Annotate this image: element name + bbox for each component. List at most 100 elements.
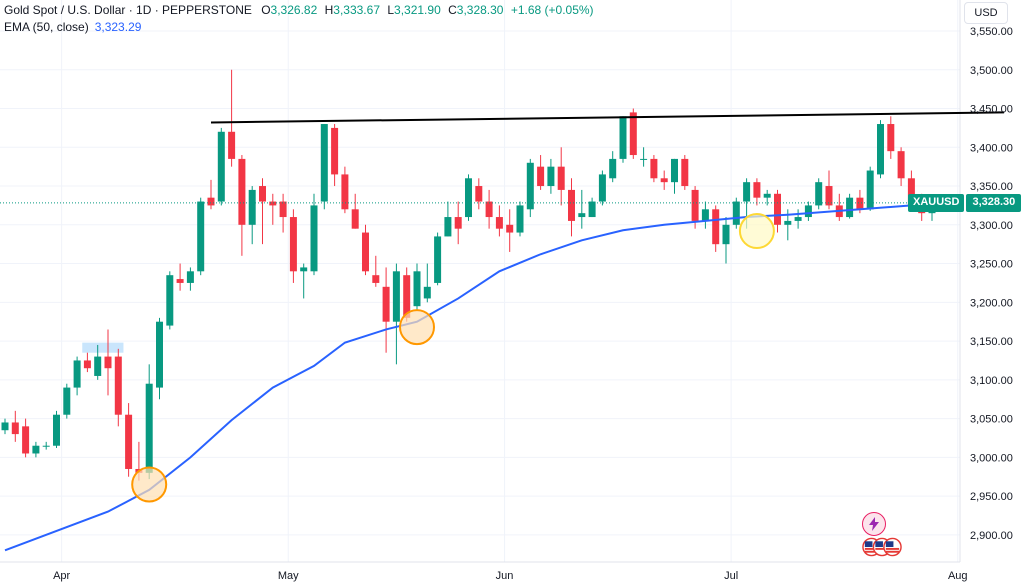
candle-body: [32, 445, 40, 454]
ema-line-group: [4, 204, 953, 552]
annotation-circle: [399, 309, 435, 346]
highlight-box: [82, 342, 124, 353]
candle-body: [516, 205, 524, 233]
price-tick-label: 3,350.00: [970, 181, 1013, 193]
candle-body: [454, 217, 462, 229]
lightning-icon[interactable]: [862, 512, 886, 536]
candle-body: [784, 220, 792, 225]
candle-body: [660, 178, 668, 183]
candle-body: [866, 170, 874, 210]
candle-body: [382, 286, 390, 322]
annotation-circle: [131, 466, 168, 503]
candle-body: [331, 127, 339, 175]
open-value: 3,326.82: [270, 3, 318, 17]
candle-body: [897, 151, 905, 179]
candle-body: [485, 201, 493, 218]
candle-body: [125, 414, 133, 469]
candle-body: [63, 387, 71, 415]
candle-body: [114, 356, 122, 415]
candle-body: [619, 116, 627, 159]
change-value: +1.68 (+0.05%): [510, 3, 594, 17]
price-tick-label: 3,100.00: [970, 375, 1013, 387]
candle-body: [495, 217, 503, 229]
candle-body: [475, 186, 483, 202]
time-tick-label: Aug: [948, 570, 968, 582]
candle-body: [568, 189, 575, 221]
candle-body: [279, 201, 287, 218]
candle-body: [259, 186, 266, 202]
candle-body: [22, 426, 30, 454]
high-label: H: [324, 3, 334, 17]
ohlc-legend: Gold Spot / U.S. Dollar · 1D · PEPPERSTO…: [4, 3, 598, 17]
open-label: O: [261, 3, 271, 17]
candle-body: [104, 356, 112, 369]
candle-body: [815, 182, 823, 206]
price-tick-label: 2,900.00: [970, 530, 1013, 542]
candle-body: [887, 124, 895, 152]
time-tick-label: Apr: [53, 570, 70, 582]
candle-body: [310, 205, 318, 272]
candle-body: [444, 217, 452, 237]
candle-body: [650, 158, 658, 179]
candle-body: [856, 197, 864, 210]
candle-body: [156, 321, 163, 388]
candle-body: [73, 360, 81, 388]
candle-body: [83, 360, 91, 369]
time-tick-label: Jun: [496, 570, 514, 582]
candle-body: [362, 232, 369, 272]
price-tick-label: 3,550.00: [970, 26, 1013, 38]
price-tick-label: 2,950.00: [970, 491, 1013, 503]
candle-body: [598, 174, 606, 202]
price-tick-label: 3,250.00: [970, 259, 1013, 271]
candle-body: [207, 197, 215, 206]
us-flag-events-icon[interactable]: [862, 537, 902, 557]
candle-body: [712, 209, 720, 245]
price-tick-label: 3,300.00: [970, 220, 1013, 232]
candle-body: [578, 213, 586, 218]
candle-body: [681, 158, 689, 187]
ema-label: EMA (50, close): [4, 20, 89, 34]
time-axis: Apr May Jun Jul Aug: [53, 570, 967, 582]
ema-legend[interactable]: EMA (50, close) 3,323.29: [4, 20, 141, 34]
price-tag-value: 3,328.30: [966, 193, 1022, 212]
price-axis: 3,550.00 3,500.00 3,450.00 3,400.00 3,350.00…: [970, 26, 1013, 542]
candle-body: [763, 193, 771, 198]
candle-body: [42, 445, 50, 447]
currency-button[interactable]: USD: [964, 2, 1008, 24]
price-tick-label: 3,450.00: [970, 104, 1013, 116]
symbol-title: Gold Spot / U.S. Dollar · 1D · PEPPERSTO…: [4, 3, 252, 17]
close-value: 3,328.30: [456, 3, 504, 17]
candle-body: [434, 236, 442, 283]
candle-body: [413, 271, 421, 307]
candle-body: [629, 112, 637, 156]
time-tick-label: May: [278, 570, 299, 582]
annotation-circle: [738, 213, 775, 250]
candle-body: [753, 182, 761, 198]
price-tick-label: 3,200.00: [970, 297, 1013, 309]
price-tick-label: 3,000.00: [970, 452, 1013, 464]
candle-body: [269, 201, 277, 206]
candle-body: [794, 217, 802, 221]
candle-body: [846, 197, 854, 218]
candle-body: [94, 356, 102, 376]
low-label: L: [387, 3, 395, 17]
candle-body: [320, 124, 328, 202]
candle-body: [671, 158, 678, 183]
candle-body: [186, 271, 194, 283]
candle-body: [341, 174, 349, 210]
candle-body: [217, 131, 225, 202]
candle-body: [145, 383, 153, 473]
candle-body: [197, 201, 205, 272]
resistance-line-group: [210, 111, 1005, 124]
candle-body: [300, 267, 308, 272]
candle-body: [465, 178, 472, 218]
candle-body: [877, 124, 884, 175]
candle-body: [176, 279, 184, 283]
candle-body: [609, 158, 617, 179]
candle-body: [732, 201, 740, 225]
candle-body: [640, 158, 648, 160]
price-tick-label: 3,150.00: [970, 336, 1013, 348]
grid-lines: [0, 0, 960, 562]
candle-body: [248, 189, 256, 225]
